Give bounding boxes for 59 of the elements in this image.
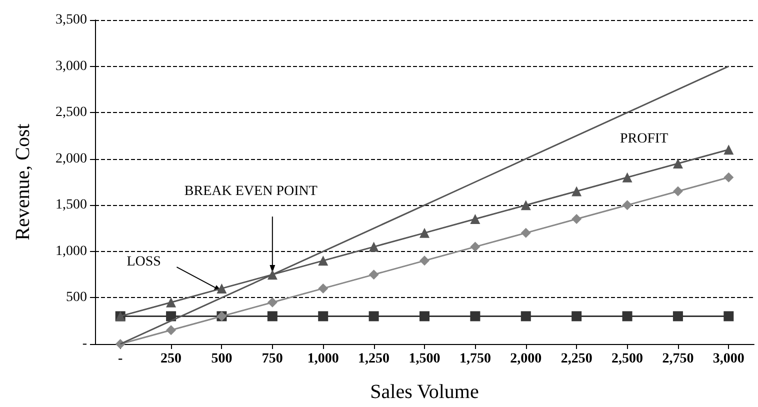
y-tick-label: 3,000 [56, 58, 87, 74]
y-tick-label: 1,000 [56, 244, 87, 259]
point [520, 311, 531, 322]
x-tick-label: 1,250 [358, 352, 390, 366]
annotation: PROFIT [620, 132, 669, 146]
point [368, 242, 379, 252]
point [672, 158, 683, 168]
point [572, 186, 582, 196]
point [622, 200, 632, 210]
point [318, 256, 328, 266]
point [470, 242, 480, 252]
point [318, 283, 328, 294]
x-tick-label: 2,000 [510, 352, 542, 366]
point [420, 311, 430, 322]
point [420, 256, 430, 266]
point [318, 311, 328, 322]
x-tick-label: 2,750 [662, 352, 694, 366]
point [672, 186, 683, 196]
x-tick-label: 1,750 [459, 352, 491, 366]
x-tick-label: 2,250 [560, 352, 592, 366]
x-tick-label: - [118, 352, 124, 366]
point [622, 172, 632, 182]
x-axis-title: Sales Volume [370, 381, 479, 403]
point [572, 214, 582, 224]
point [724, 144, 734, 155]
point [520, 200, 531, 210]
point [470, 311, 480, 322]
point [420, 228, 430, 238]
y-tick-label: 1,500 [56, 198, 87, 213]
point [368, 311, 379, 322]
point [470, 214, 480, 224]
point [368, 270, 379, 280]
point [724, 311, 734, 322]
point [267, 311, 278, 322]
x-tick-label: 1,000 [307, 352, 339, 366]
y-tick-label: 3,500 [56, 12, 87, 28]
x-tick-label: 1,500 [408, 352, 440, 366]
x-tick-label: 250 [160, 352, 182, 366]
x-tick-label: 500 [211, 352, 232, 366]
point [216, 283, 227, 294]
point [267, 297, 278, 308]
y-tick-label: 2,500 [56, 105, 87, 120]
point [166, 311, 176, 322]
point [724, 172, 734, 182]
point [166, 297, 176, 308]
annotation: BREAK EVEN POINT [184, 184, 318, 200]
y-tick-label: 2,000 [56, 151, 87, 166]
x-tick-label: 3,000 [712, 352, 744, 366]
point [622, 311, 632, 322]
annotation: LOSS [126, 254, 161, 270]
point [672, 311, 683, 322]
x-tick-label: 2,500 [612, 352, 644, 366]
y-tick-label: - [82, 336, 88, 352]
y-tick-label: 500 [66, 290, 87, 306]
point [572, 311, 582, 322]
x-tick-label: 750 [262, 352, 283, 366]
point [166, 325, 176, 336]
y-axis-title: Revenue, Cost [12, 123, 34, 240]
point [520, 228, 531, 238]
